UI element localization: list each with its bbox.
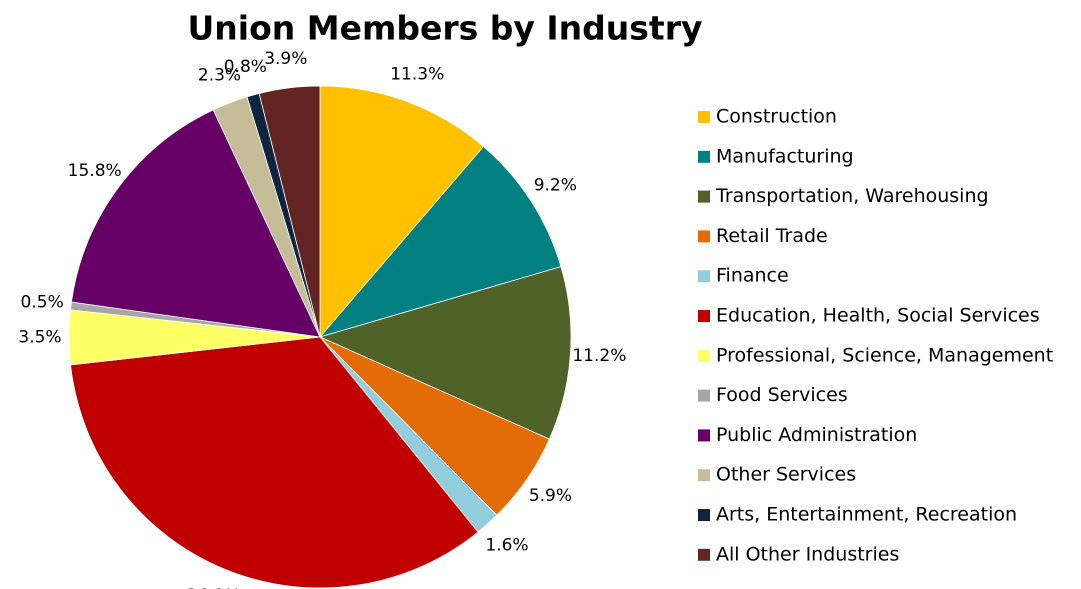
legend-label: Finance [716, 265, 789, 287]
pie-slice [319, 85, 485, 339]
legend-swatch [698, 469, 710, 482]
legend-swatch [698, 509, 710, 521]
data-label: 34.1% [187, 586, 241, 589]
pie-slice [318, 266, 572, 440]
legend-label: Construction [716, 106, 837, 128]
legend-label: Public Administration [716, 424, 917, 446]
legend-label: Manufacturing [716, 145, 854, 167]
legend-label: Transportation, Warehousing [715, 185, 989, 207]
legend-label: Food Services [716, 384, 848, 406]
legend-swatch [698, 270, 710, 283]
legend-swatch [698, 190, 710, 203]
legend-label: All Other Industries [716, 543, 899, 565]
data-label: 0.8% [224, 57, 267, 77]
data-label: 3.5% [18, 327, 61, 347]
data-label: 2.3% [198, 66, 241, 86]
legend-label: Education, Health, Social Services [716, 305, 1040, 327]
data-label: 11.2% [572, 346, 626, 366]
legend-swatch [698, 310, 710, 322]
legend-swatch [698, 150, 710, 163]
legend-swatch [698, 111, 710, 123]
legend-swatch [698, 230, 710, 243]
data-label: 3.9% [264, 49, 307, 69]
legend-swatch [698, 389, 710, 402]
data-label: 15.8% [68, 161, 122, 181]
legend-label: Arts, Entertainment, Recreation [716, 504, 1017, 526]
data-label: 11.3% [390, 64, 444, 84]
pie-slice [318, 145, 562, 338]
data-label: 1.6% [485, 535, 528, 555]
legend-swatch [698, 548, 710, 561]
pie-slice [258, 85, 321, 338]
data-label: 0.5% [21, 292, 64, 312]
data-label: 5.9% [529, 486, 572, 506]
legend-swatch [698, 429, 710, 442]
legend-swatch [698, 349, 710, 362]
data-label: 9.2% [534, 175, 577, 195]
legend-label: Other Services [716, 464, 856, 486]
chart-title: Union Members by Industry [188, 9, 703, 48]
pie-slice [70, 109, 321, 338]
legend-label: Professional, Science, Management [716, 344, 1053, 366]
legend-label: Retail Trade [716, 225, 828, 247]
pie-slice [70, 336, 479, 589]
